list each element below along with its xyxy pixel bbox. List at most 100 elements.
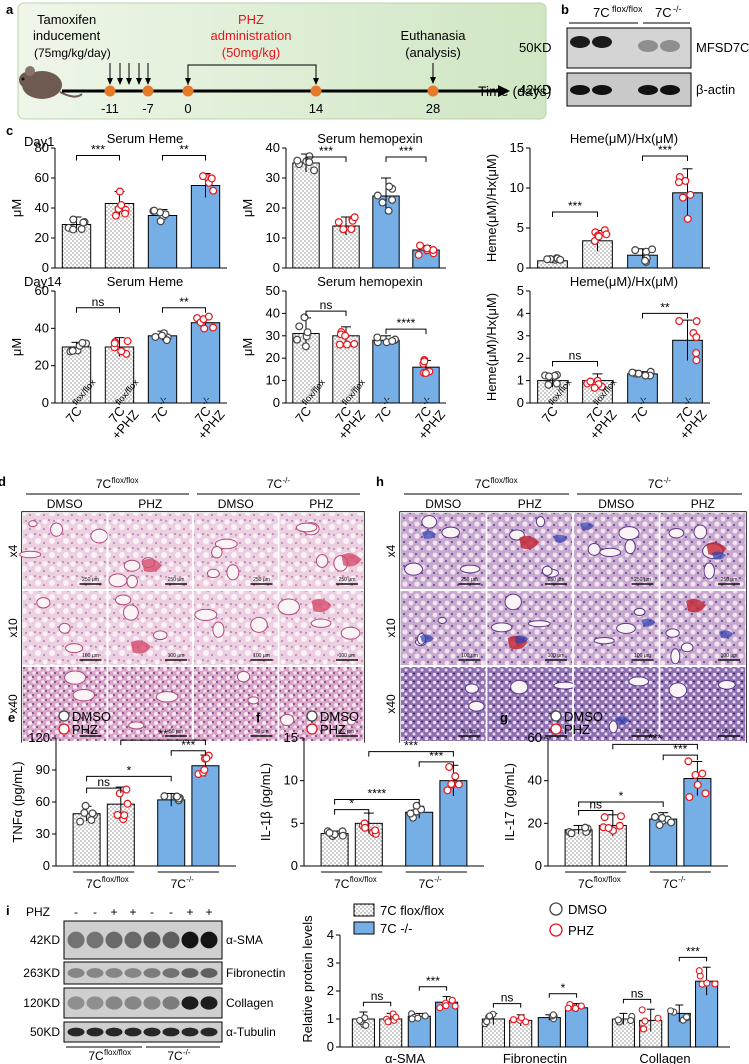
panel-b-letter: b bbox=[561, 2, 569, 17]
vessel-shape bbox=[668, 527, 685, 539]
data-point bbox=[392, 1013, 400, 1021]
data-point bbox=[631, 246, 640, 255]
mag-text: x40 bbox=[6, 694, 20, 714]
tamoxifen-arrowhead bbox=[107, 78, 113, 85]
scale-label: 250 μm bbox=[339, 577, 356, 583]
vessel-shape bbox=[58, 622, 71, 634]
y-tick-label: 2 bbox=[517, 350, 524, 365]
y-axis-label: μM bbox=[9, 338, 24, 356]
blot-geno-sup: flox/flox bbox=[104, 1048, 131, 1057]
blot-membrane bbox=[63, 961, 223, 985]
vessel-shape bbox=[464, 683, 479, 694]
y-axis-label: Relative protein levels bbox=[300, 915, 315, 1043]
y-tick-label: 0 bbox=[517, 395, 524, 410]
data-point bbox=[408, 1015, 416, 1023]
histo-mag-label: x10 bbox=[384, 618, 398, 638]
panel-letter: g bbox=[500, 710, 508, 725]
data-point bbox=[685, 793, 694, 802]
vessel-shape bbox=[628, 676, 649, 687]
histo-mag-label: x40 bbox=[6, 694, 20, 714]
y-tick-label: 30 bbox=[266, 328, 280, 343]
data-point bbox=[436, 1004, 444, 1012]
scale-label: 50 μm bbox=[463, 729, 477, 735]
vessel-shape bbox=[28, 520, 38, 528]
data-point bbox=[600, 813, 609, 822]
blot-band bbox=[67, 1027, 85, 1037]
blot-band bbox=[181, 1027, 199, 1037]
scale-label: 250 μm bbox=[548, 577, 565, 583]
vessel-shape bbox=[36, 597, 51, 609]
data-point bbox=[200, 324, 209, 333]
data-point bbox=[675, 316, 684, 325]
data-point bbox=[303, 328, 312, 337]
vessel-shape bbox=[459, 564, 481, 574]
legend-label-ko: 7C -/- bbox=[380, 921, 413, 936]
data-point bbox=[198, 172, 207, 181]
data-point bbox=[655, 821, 664, 830]
data-point bbox=[678, 193, 687, 202]
data-point bbox=[641, 256, 650, 265]
vessel-shape bbox=[693, 524, 708, 540]
data-point bbox=[69, 215, 78, 224]
data-point bbox=[447, 780, 456, 789]
data-point bbox=[634, 369, 643, 378]
vessel-shape bbox=[535, 516, 546, 528]
data-point bbox=[157, 331, 166, 340]
vessel-shape bbox=[72, 688, 96, 702]
vessel-shape bbox=[437, 616, 447, 624]
sig-label: * bbox=[349, 797, 354, 811]
data-point bbox=[486, 1012, 494, 1020]
blot-b-band bbox=[660, 40, 680, 52]
chart-c5: Serum hemopexin01020304050μMns****7Cflox… bbox=[240, 274, 448, 442]
vessel-shape bbox=[624, 539, 636, 555]
y-tick-label: 20 bbox=[528, 815, 542, 830]
data-point bbox=[150, 206, 159, 215]
sig-label: *** bbox=[568, 199, 582, 213]
data-point bbox=[544, 380, 553, 389]
data-point bbox=[564, 1004, 572, 1012]
y-tick-label: 5 bbox=[517, 283, 524, 298]
sig-label: ** bbox=[179, 295, 189, 309]
data-point bbox=[517, 1014, 525, 1022]
chart-title: Heme(μM)/Hx(μM) bbox=[570, 131, 678, 146]
group-label-sup: -/- bbox=[678, 875, 686, 884]
panel-a-letter: a bbox=[6, 2, 14, 17]
mag-text: x4 bbox=[384, 544, 398, 557]
data-point bbox=[115, 789, 124, 798]
vessel-shape bbox=[718, 679, 736, 690]
legend-label-phz: PHZ bbox=[564, 722, 590, 737]
tamoxifen-arrowhead bbox=[117, 78, 123, 85]
x-category-label: 7C-/-+PHZ bbox=[412, 394, 448, 442]
y-tick-label: 3 bbox=[517, 328, 524, 343]
group-label: 7C bbox=[86, 877, 102, 891]
group-label-sup: -/- bbox=[434, 875, 442, 884]
data-point bbox=[698, 769, 707, 778]
vessel-shape bbox=[236, 670, 251, 683]
histo-image bbox=[400, 590, 487, 666]
phz-sign: - bbox=[150, 905, 154, 919]
x-cat-main: 7C bbox=[629, 403, 651, 425]
vessel-shape bbox=[665, 628, 680, 638]
blot-b-band bbox=[570, 36, 590, 48]
y-tick-label: 20 bbox=[35, 230, 49, 245]
legend-swatch-flox bbox=[353, 903, 375, 917]
blot-b-mw1: 50KD bbox=[519, 40, 552, 55]
y-tick-label: 60 bbox=[36, 794, 50, 809]
y-tick-label: 0 bbox=[291, 858, 298, 873]
sig-label: *** bbox=[673, 742, 687, 756]
sig-label: *** bbox=[399, 144, 413, 158]
data-point bbox=[339, 225, 348, 234]
y-tick-label: 20 bbox=[35, 358, 49, 373]
data-point bbox=[200, 765, 209, 774]
blot-band bbox=[67, 931, 85, 949]
sig-label: *** bbox=[686, 944, 700, 958]
phz-label-line2: administration bbox=[211, 28, 292, 43]
tamoxifen-arrows bbox=[107, 63, 151, 85]
panel-a-background bbox=[17, 2, 547, 120]
bar bbox=[190, 322, 221, 404]
data-point bbox=[121, 209, 130, 218]
